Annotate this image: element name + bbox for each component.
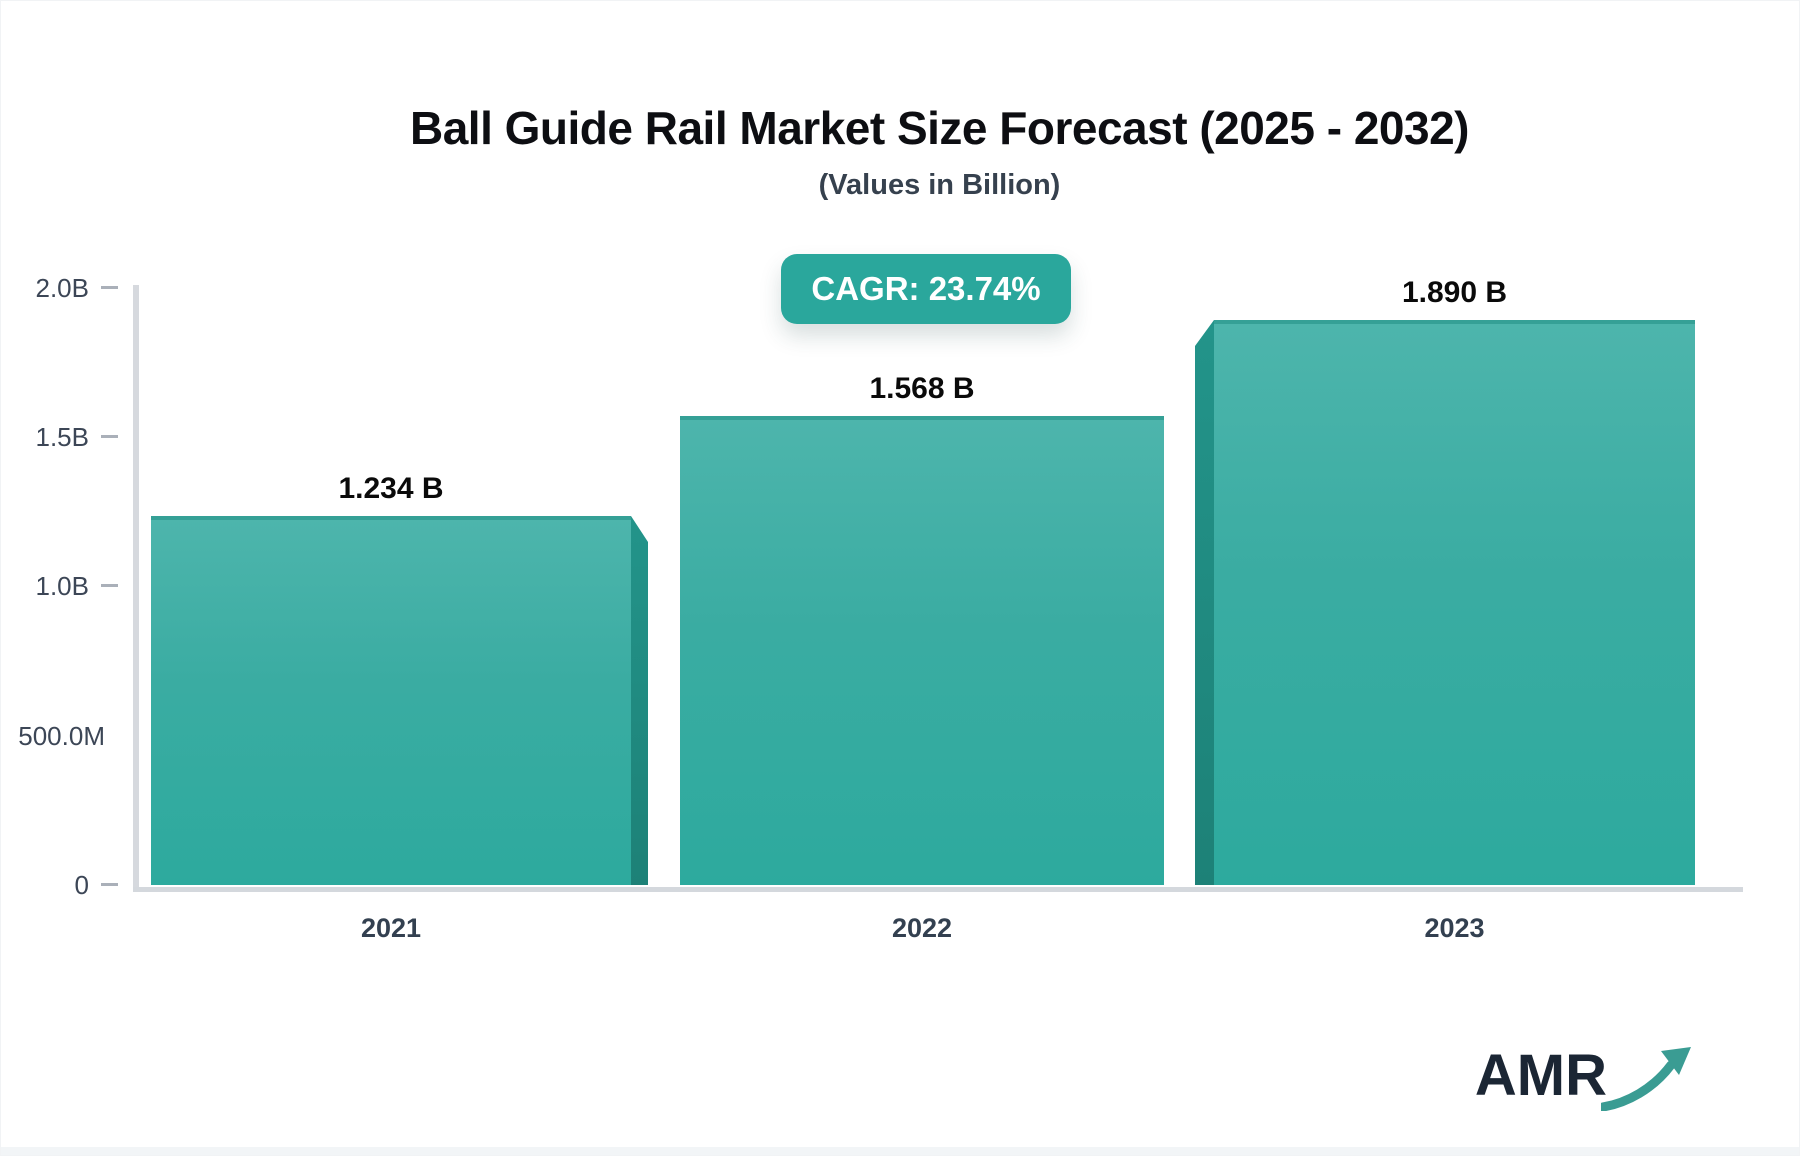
y-tick-label-1-5b: 1.5B — [35, 422, 90, 452]
y-tick-mark — [101, 435, 118, 438]
y-tick-label-2b: 2.0B — [35, 273, 90, 303]
growth-arrow-icon — [1601, 1047, 1691, 1111]
bar-face — [151, 516, 631, 885]
bar-2022: 1.568 B — [680, 372, 1164, 885]
bar-value-label-2021: 1.234 B — [338, 472, 444, 505]
bar-value-label-2023: 1.890 B — [1401, 276, 1508, 309]
y-tick-label-500m: 500.0M — [18, 721, 105, 751]
x-axis-line — [133, 887, 1743, 892]
y-tick-label-1b: 1.0B — [35, 571, 90, 601]
y-tick-label-0: 0 — [74, 870, 89, 900]
chart-title: Ball Guide Rail Market Size Forecast (20… — [409, 102, 1470, 154]
bar-value-label-2022: 1.568 B — [869, 372, 975, 405]
bar-2021: 1.234 B — [151, 472, 648, 885]
x-tick-label-2021: 2021 — [360, 913, 422, 943]
bar-face — [680, 416, 1164, 885]
chart-header: Ball Guide Rail Market Size Forecast (20… — [138, 101, 1741, 202]
y-tick-mark — [101, 286, 118, 289]
y-tick-mark — [101, 584, 118, 587]
amr-logo-text: AMR — [1474, 1043, 1607, 1108]
bar-3d-edge — [1195, 320, 1214, 885]
y-axis-line — [133, 285, 139, 892]
x-tick-label-2022: 2022 — [891, 913, 953, 943]
footer-strip — [1, 1147, 1799, 1155]
cagr-badge: CAGR: 23.74% — [781, 254, 1071, 324]
x-tick-label-2023: 2023 — [1424, 913, 1485, 943]
amr-logo: AMR — [1474, 1043, 1693, 1111]
bar-face — [1214, 320, 1695, 885]
bar-2023: 1.890 B — [1195, 276, 1695, 885]
chart-subtitle: (Values in Billion) — [818, 169, 1061, 201]
bar-3d-edge — [631, 516, 648, 885]
y-tick-mark — [101, 883, 118, 886]
